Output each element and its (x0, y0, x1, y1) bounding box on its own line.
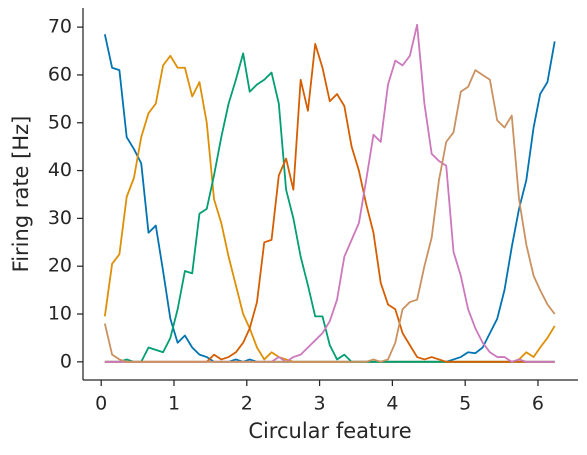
x-tick-label: 3 (314, 393, 326, 415)
y-tick-label: 50 (48, 111, 72, 133)
x-tick-label: 1 (168, 393, 180, 415)
x-tick-label: 5 (459, 393, 471, 415)
y-tick-label: 10 (48, 303, 72, 325)
y-tick-label: 0 (60, 350, 72, 372)
y-tick-label: 40 (48, 159, 72, 181)
y-tick-label: 60 (48, 63, 72, 85)
x-tick-label: 0 (95, 393, 107, 415)
y-axis-label: Firing rate [Hz] (9, 116, 33, 273)
x-tick-label: 6 (532, 393, 544, 415)
series-line (104, 23, 555, 363)
x-axis-label: Circular feature (248, 419, 411, 443)
series-line (103, 69, 556, 363)
y-tick-label: 20 (48, 255, 72, 277)
y-tick-label: 70 (48, 16, 72, 38)
x-tick-label: 2 (241, 393, 253, 415)
series-line (103, 34, 556, 363)
x-tick-label: 4 (386, 393, 398, 415)
y-tick-label: 30 (48, 207, 72, 229)
series-line (104, 42, 555, 363)
